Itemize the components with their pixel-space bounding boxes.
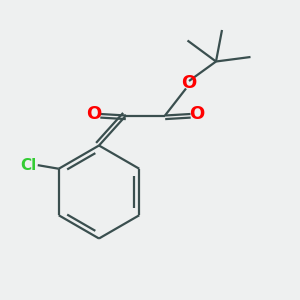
Text: O: O — [190, 105, 205, 123]
Text: Cl: Cl — [21, 158, 37, 173]
Text: O: O — [86, 105, 101, 123]
Text: O: O — [181, 74, 196, 92]
